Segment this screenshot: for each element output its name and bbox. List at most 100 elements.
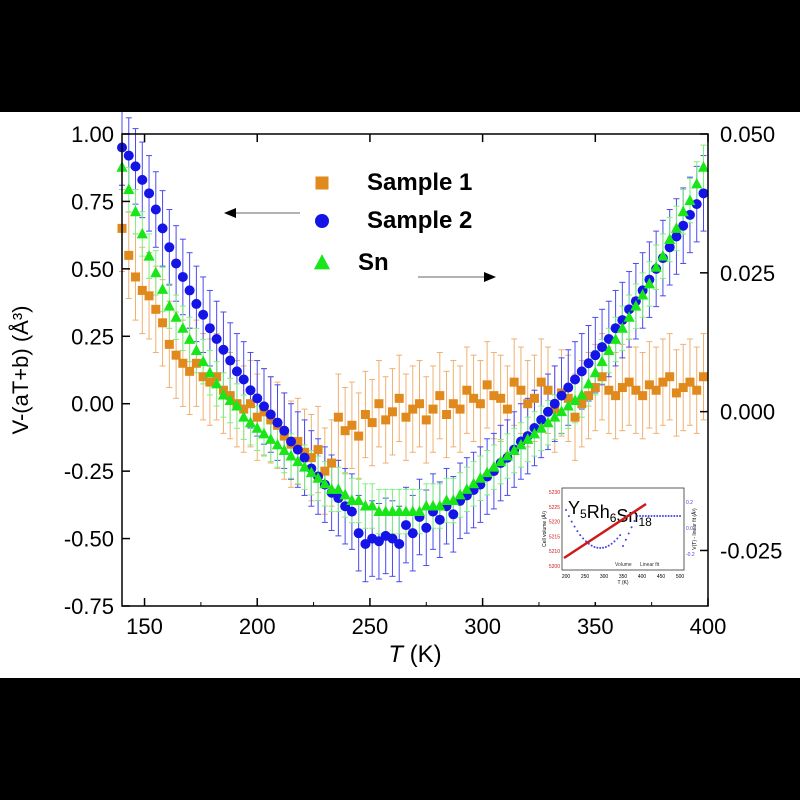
point-sample-1: [698, 372, 708, 382]
point-sample-2: [400, 520, 411, 531]
point-sn: [312, 472, 324, 483]
point-sample-1: [543, 385, 553, 395]
point-sample-1: [496, 393, 506, 403]
point-sample-1: [178, 358, 188, 368]
point-sample-2: [448, 509, 459, 520]
point-sample-1: [293, 436, 303, 446]
point-sample-2: [238, 374, 249, 385]
point-sample-1: [428, 404, 438, 414]
inset-y-left-tick-label: 5220: [549, 520, 560, 526]
point-sn: [224, 394, 236, 405]
legend-marker-triangle: [313, 254, 331, 270]
point-sn: [184, 333, 196, 344]
point-sample-1: [529, 393, 539, 403]
point-sample-1: [327, 458, 337, 468]
x-tick-label: 200: [239, 614, 276, 639]
point-sample-2: [225, 355, 236, 366]
point-sn: [630, 300, 642, 311]
point-sn: [623, 311, 635, 322]
inset-point: [633, 520, 636, 522]
inset-point: [624, 538, 627, 541]
point-sn: [265, 433, 277, 444]
point-sn: [251, 422, 263, 433]
point-sn: [461, 483, 473, 494]
x-tick-label: 350: [577, 614, 614, 639]
inset-point: [639, 515, 642, 517]
point-sample-2: [191, 298, 202, 309]
y-right-tick-label: -0.025: [720, 538, 782, 563]
point-sample-2: [684, 209, 695, 220]
point-sample-1: [611, 391, 621, 401]
point-sn: [535, 422, 547, 433]
inset-legend-volume: Volume: [615, 562, 632, 568]
point-sample-2: [346, 506, 357, 517]
inset-point: [565, 509, 567, 511]
inset-point: [647, 515, 650, 517]
point-sn: [643, 277, 655, 289]
point-sample-1: [448, 399, 458, 409]
point-sn: [697, 161, 710, 172]
x-tick-label: 250: [352, 614, 389, 639]
point-sample-2: [576, 366, 587, 377]
point-sample-1: [252, 412, 262, 422]
point-sample-1: [191, 358, 201, 368]
point-sn: [569, 394, 581, 405]
point-sn: [271, 438, 284, 450]
point-sn: [488, 461, 500, 472]
point-sn: [177, 322, 189, 333]
inset-point: [590, 544, 593, 547]
point-sample-1: [300, 447, 310, 457]
point-sample-2: [570, 374, 581, 385]
inset-point: [653, 515, 656, 517]
point-sn: [610, 333, 622, 344]
point-sn: [163, 300, 175, 311]
inset-point: [604, 545, 607, 548]
point-sample-1: [279, 431, 289, 441]
point-sn: [468, 477, 480, 489]
point-sample-2: [231, 366, 242, 377]
point-sn: [495, 455, 507, 467]
inset-y-left-tick-label: 5210: [549, 549, 560, 555]
point-sample-2: [387, 533, 398, 544]
inset-point: [627, 532, 630, 535]
point-sn: [657, 250, 669, 261]
point-sn: [603, 344, 615, 356]
inset-point: [650, 515, 653, 517]
x-tick-label: 300: [464, 614, 501, 639]
inset-y-right-tick-label: 0.0: [686, 526, 693, 532]
point-sample-1: [624, 377, 634, 387]
point-sn: [528, 427, 541, 439]
point-sn: [677, 205, 689, 217]
point-sample-1: [638, 391, 648, 401]
inset-x-tick-label: 400: [638, 574, 647, 580]
point-sample-1: [577, 399, 587, 409]
point-sn: [366, 499, 378, 511]
y-right-tick-label: 0.000: [720, 400, 775, 425]
inset-y-right-tick-label: 0.2: [686, 500, 693, 506]
plot-frame: [121, 133, 709, 607]
inset-point: [607, 544, 610, 547]
inset-x-tick-label: 300: [600, 574, 609, 580]
inset-y-left-tick-label: 5230: [549, 490, 560, 496]
point-sample-1: [516, 385, 526, 395]
point-sample-1: [245, 399, 255, 409]
point-sample-2: [691, 199, 702, 210]
point-sn: [515, 438, 527, 450]
point-sn: [150, 266, 162, 278]
inset-point: [667, 515, 670, 517]
inset-point: [593, 545, 596, 548]
point-sample-2: [211, 333, 222, 344]
inset-x-tick-label: 450: [657, 574, 666, 580]
point-sn: [123, 183, 135, 194]
point-sample-1: [550, 404, 560, 414]
point-sample-2: [299, 452, 310, 463]
point-sample-2: [171, 258, 182, 269]
point-sample-2: [204, 323, 215, 334]
point-sample-1: [266, 415, 276, 425]
point-sample-1: [347, 420, 357, 430]
inset-y-right-tick-label: -0.2: [686, 552, 695, 558]
left-arrow-head: [224, 208, 236, 218]
point-sample-2: [407, 528, 418, 539]
point-sn: [278, 444, 290, 455]
inset-point: [656, 515, 659, 517]
